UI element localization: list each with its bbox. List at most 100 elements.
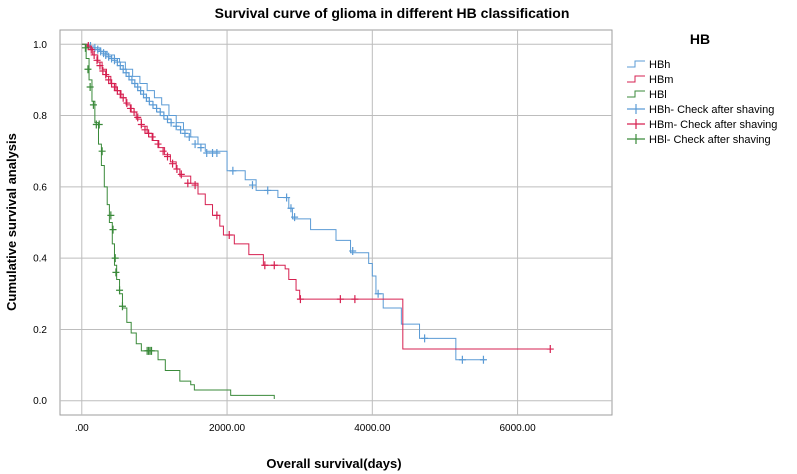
censor-mark-HBh	[229, 166, 237, 175]
censor-mark-HBm	[177, 170, 185, 179]
censor-mark-HBl	[98, 147, 106, 156]
censor-mark-HBl	[84, 65, 92, 74]
censor-mark-HBl	[112, 268, 120, 277]
censor-mark-HBh	[287, 204, 295, 213]
legend-label: HBh	[649, 59, 670, 71]
censor-mark-HBm	[137, 120, 145, 129]
censor-mark-HBm	[184, 179, 192, 188]
censor-mark-HBh	[213, 148, 221, 157]
y-tick-label: 0.2	[33, 325, 47, 336]
series-line-HBh	[81, 43, 485, 361]
legend-swatch-censor	[627, 104, 645, 114]
censor-mark-HBh	[374, 289, 382, 298]
y-axis-label: Cumulative survival analysis	[4, 133, 19, 311]
censor-mark-HBh	[197, 143, 205, 152]
axis-layer: 0.0 0.2 0.4 0.6 0.8 1.0 .00 2000.00 4000.00 6000.…	[33, 40, 536, 434]
censor-mark-HBm	[336, 295, 344, 304]
legend-label: HBh- Check after shaving	[649, 104, 774, 116]
censor-mark-HBm	[93, 56, 101, 65]
series-line-HBl	[81, 43, 275, 399]
censor-mark-HBm	[169, 159, 177, 168]
censor-mark-HBl	[86, 83, 94, 92]
legend-title: HB	[690, 31, 710, 47]
censor-mark-HBm	[145, 129, 153, 138]
censor-mark-HBh	[291, 213, 299, 222]
censor-mark-HBm	[261, 261, 269, 270]
censor-mark-HBh	[172, 122, 180, 131]
censor-mark-HBh	[185, 132, 193, 141]
censor-mark-HBh	[181, 129, 189, 138]
censor-mark-HBh	[177, 125, 185, 134]
censor-mark-HBh	[163, 115, 171, 124]
y-tick-label: 0.0	[33, 396, 47, 407]
censor-mark-HBm	[148, 132, 156, 141]
censor-mark-HBl	[89, 100, 97, 109]
censor-mark-HBm	[213, 211, 221, 220]
censor-mark-HBm	[123, 99, 131, 108]
legend-label: HBl	[649, 89, 667, 101]
plot-frame	[59, 29, 613, 416]
censor-mark-HBl	[81, 43, 89, 52]
legend-label: HBm- Check after shaving	[649, 119, 777, 131]
censor-mark-HBl	[148, 346, 156, 355]
y-tick-label: 0.8	[33, 111, 47, 122]
censor-mark-HBh	[421, 334, 429, 343]
censor-mark-HBm	[96, 61, 104, 70]
censor-mark-HBh	[149, 100, 157, 109]
censor-mark-HBl	[107, 211, 115, 220]
legend-swatch-step	[627, 75, 645, 83]
censor-mark-HBm	[159, 147, 167, 156]
censor-mark-HBl	[95, 120, 103, 129]
censor-mark-HBm	[546, 345, 554, 354]
legend-label: HBm	[649, 74, 673, 86]
censor-mark-HBl	[109, 225, 117, 234]
censor-mark-HBm	[296, 295, 304, 304]
x-tick-label: 4000.00	[354, 423, 391, 434]
censor-mark-HBh	[153, 104, 161, 113]
censor-mark-HBm	[87, 45, 95, 54]
censor-mark-HBh	[160, 111, 168, 120]
censor-mark-HBm	[163, 152, 171, 161]
censor-mark-HBm	[126, 104, 134, 113]
censor-mark-HBh	[248, 181, 256, 190]
censor-mark-HBh	[191, 140, 199, 149]
censor-mark-HBm	[191, 181, 199, 190]
censor-mark-HBm	[134, 113, 142, 122]
legend-swatch-censor	[627, 134, 645, 144]
legend-swatch-censor	[627, 119, 645, 129]
y-tick-label: 1.0	[33, 40, 47, 51]
series-line-HBm	[81, 43, 551, 350]
censor-mark-HBm	[225, 230, 233, 239]
censor-mark-HBm	[119, 93, 127, 102]
censor-mark-HBl	[111, 254, 119, 263]
censor-mark-HBh	[479, 355, 487, 364]
x-tick-label: 6000.00	[500, 423, 537, 434]
censor-mark-HBm	[90, 50, 98, 59]
legend-swatch-step	[627, 60, 645, 68]
censor-mark-HBm	[102, 70, 110, 79]
censor-mark-HBh	[283, 193, 291, 202]
censor-mark-HBm	[141, 125, 149, 134]
x-tick-label: .00	[75, 423, 89, 434]
legend: HB HBh HBm HBl HBh- Check after shaving HBm-…	[627, 31, 777, 146]
censor-mark-HBh	[145, 97, 153, 106]
censor-mark-HBm	[173, 165, 181, 174]
censor-mark-HBl	[118, 302, 126, 311]
x-axis-label: Overall survival(days)	[266, 456, 401, 471]
x-tick-label: 2000.00	[209, 423, 246, 434]
censor-mark-HBm	[351, 295, 359, 304]
chart-title: Survival curve of glioma in different HB…	[215, 5, 570, 21]
censor-mark-HBh	[167, 118, 175, 127]
censor-mark-HBl	[116, 286, 124, 295]
censor-mark-HBh	[156, 107, 164, 116]
y-tick-label: 0.4	[33, 254, 47, 265]
grid-layer	[59, 29, 613, 416]
censor-mark-HBh	[264, 186, 272, 195]
censor-mark-HBm	[130, 107, 138, 116]
censor-mark-HBh	[349, 247, 357, 256]
censor-mark-HBm	[154, 140, 162, 149]
legend-swatch-step	[627, 90, 645, 98]
y-tick-label: 0.6	[33, 182, 47, 193]
